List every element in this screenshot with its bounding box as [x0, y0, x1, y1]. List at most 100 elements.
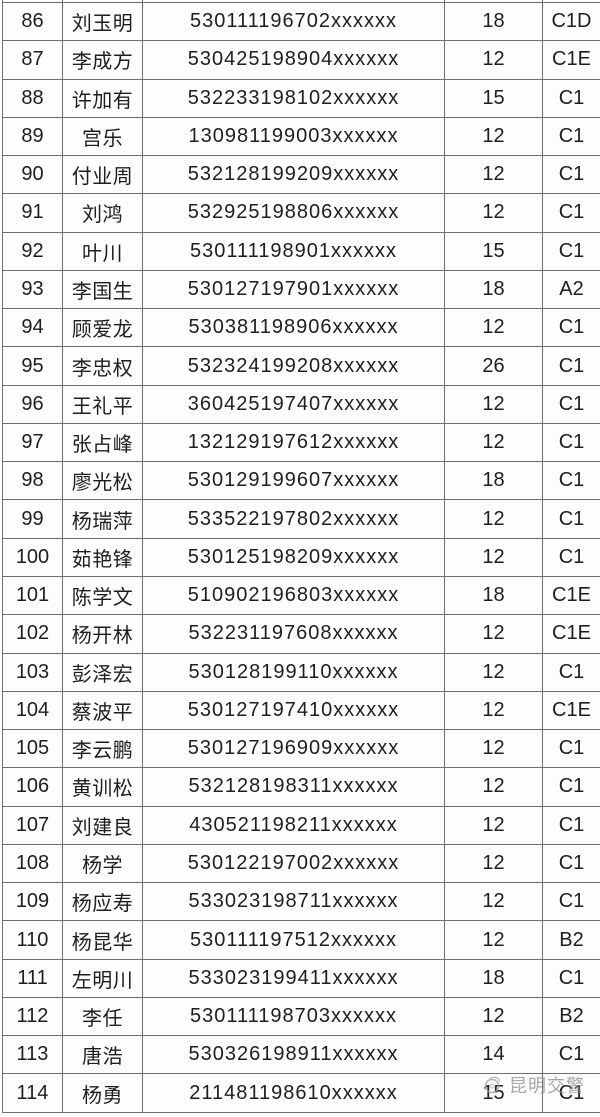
table-row: 108 杨学 530122197002xxxxxx 12 C1 [2, 843, 600, 884]
points-cell: 26 [444, 346, 543, 386]
table-row: 104 蔡波平 530127197410xxxxxx 12 C1E [2, 690, 600, 731]
license-class-cell: C1 [542, 499, 600, 539]
table-row: 112 李任 530111198703xxxxxx 12 B2 [2, 996, 600, 1037]
name-cell: 刘玉明 [62, 1, 143, 42]
name-cell: 黄训松 [62, 767, 143, 807]
points-cell: 12 [444, 767, 543, 807]
row-index-cell: 113 [2, 1035, 63, 1075]
name-cell: 茹艳锋 [62, 537, 143, 577]
points-cell: 12 [444, 729, 543, 769]
points-cell: 15 [444, 78, 543, 118]
name-cell: 彭泽宏 [62, 652, 143, 692]
row-index-cell: 109 [2, 882, 63, 922]
license-class-cell: B2 [542, 920, 600, 960]
row-index-cell: 101 [2, 575, 63, 616]
table-row: 91 刘鸿 532925198806xxxxxx 12 C1 [2, 193, 600, 233]
table-row: 90 付业周 532128199209xxxxxx 12 C1 [2, 155, 600, 195]
row-index-cell: 97 [2, 422, 63, 463]
id-number-cell: 530381198906xxxxxx [142, 308, 445, 348]
row-index-cell: 99 [2, 499, 63, 539]
license-class-cell: C1 [542, 1073, 600, 1113]
row-index-cell: 91 [2, 193, 63, 233]
table-row: 107 刘建良 430521198211xxxxxx 12 C1 [2, 805, 600, 845]
id-number-cell: 132129197612xxxxxx [142, 422, 445, 463]
id-number-cell: 510902196803xxxxxx [142, 575, 445, 616]
name-cell: 李成方 [62, 40, 143, 80]
table-row: 88 许加有 532233198102xxxxxx 15 C1 [2, 78, 600, 118]
id-number-cell: 532925198806xxxxxx [142, 193, 445, 233]
license-class-cell: C1 [542, 1035, 600, 1075]
table-row: 102 杨开林 532231197608xxxxxx 12 C1E [2, 614, 600, 654]
table-border-stub [444, 0, 445, 2]
points-cell: 12 [444, 116, 543, 157]
row-index-cell: 94 [2, 308, 63, 348]
points-cell: 12 [444, 882, 543, 922]
id-number-cell: 530111196702xxxxxx [142, 1, 445, 42]
id-number-cell: 360425197407xxxxxx [142, 384, 445, 424]
row-index-cell: 111 [2, 958, 63, 998]
name-cell: 李云鹏 [62, 729, 143, 769]
license-class-cell: C1 [542, 958, 600, 998]
license-class-cell: C1D [542, 1, 600, 42]
license-class-cell: C1 [542, 729, 600, 769]
table-row: 110 杨昆华 530111197512xxxxxx 12 B2 [2, 920, 600, 960]
table-border-stub [2, 0, 3, 2]
table-row: 86 刘玉明 530111196702xxxxxx 18 C1D [2, 1, 600, 42]
row-index-cell: 105 [2, 729, 63, 769]
name-cell: 杨开林 [62, 614, 143, 654]
table-row: 98 廖光松 530129199607xxxxxx 18 C1 [2, 461, 600, 501]
table-row: 96 王礼平 360425197407xxxxxx 12 C1 [2, 384, 600, 424]
id-number-cell: 130981199003xxxxxx [142, 116, 445, 157]
id-number-cell: 530127196909xxxxxx [142, 729, 445, 769]
id-number-cell: 532233198102xxxxxx [142, 78, 445, 118]
points-cell: 12 [444, 422, 543, 463]
row-index-cell: 96 [2, 384, 63, 424]
name-cell: 付业周 [62, 155, 143, 195]
license-class-cell: C1 [542, 346, 600, 386]
table-row: 114 杨勇 211481198610xxxxxx 15 C1 [2, 1073, 600, 1113]
license-class-cell: C1E [542, 690, 600, 731]
id-number-cell: 532128199209xxxxxx [142, 155, 445, 195]
table-row: 92 叶川 530111198901xxxxxx 15 C1 [2, 231, 600, 271]
row-index-cell: 108 [2, 843, 63, 884]
id-number-cell: 530129199607xxxxxx [142, 461, 445, 501]
id-number-cell: 530125198209xxxxxx [142, 537, 445, 577]
row-index-cell: 102 [2, 614, 63, 654]
license-class-cell: C1 [542, 805, 600, 845]
name-cell: 左明川 [62, 958, 143, 998]
points-cell: 14 [444, 1035, 543, 1075]
table-row: 106 黄训松 532128198311xxxxxx 12 C1 [2, 767, 600, 807]
points-cell: 12 [444, 308, 543, 348]
row-index-cell: 98 [2, 461, 63, 501]
id-number-cell: 530111198703xxxxxx [142, 996, 445, 1037]
name-cell: 李任 [62, 996, 143, 1037]
license-class-cell: C1 [542, 155, 600, 195]
name-cell: 廖光松 [62, 461, 143, 501]
points-cell: 12 [444, 690, 543, 731]
table-border-stub [542, 0, 543, 2]
points-cell: 12 [444, 920, 543, 960]
table-row: 89 宫乐 130981199003xxxxxx 12 C1 [2, 116, 600, 157]
name-cell: 顾爱龙 [62, 308, 143, 348]
id-number-cell: 530128199110xxxxxx [142, 652, 445, 692]
name-cell: 刘建良 [62, 805, 143, 845]
id-number-cell: 532324199208xxxxxx [142, 346, 445, 386]
id-number-cell: 532231197608xxxxxx [142, 614, 445, 654]
name-cell: 蔡波平 [62, 690, 143, 731]
id-number-cell: 530111197512xxxxxx [142, 920, 445, 960]
table-row: 109 杨应寿 533023198711xxxxxx 12 C1 [2, 882, 600, 922]
id-number-cell: 533023198711xxxxxx [142, 882, 445, 922]
table-row: 101 陈学文 510902196803xxxxxx 18 C1E [2, 575, 600, 616]
id-number-cell: 211481198610xxxxxx [142, 1073, 445, 1113]
id-number-cell: 530326198911xxxxxx [142, 1035, 445, 1075]
points-cell: 18 [444, 575, 543, 616]
license-class-cell: C1E [542, 575, 600, 616]
points-cell: 12 [444, 652, 543, 692]
name-cell: 李忠权 [62, 346, 143, 386]
points-cell: 12 [444, 996, 543, 1037]
table-row: 100 茹艳锋 530125198209xxxxxx 12 C1 [2, 537, 600, 577]
id-number-cell: 532128198311xxxxxx [142, 767, 445, 807]
row-index-cell: 107 [2, 805, 63, 845]
points-cell: 15 [444, 231, 543, 271]
